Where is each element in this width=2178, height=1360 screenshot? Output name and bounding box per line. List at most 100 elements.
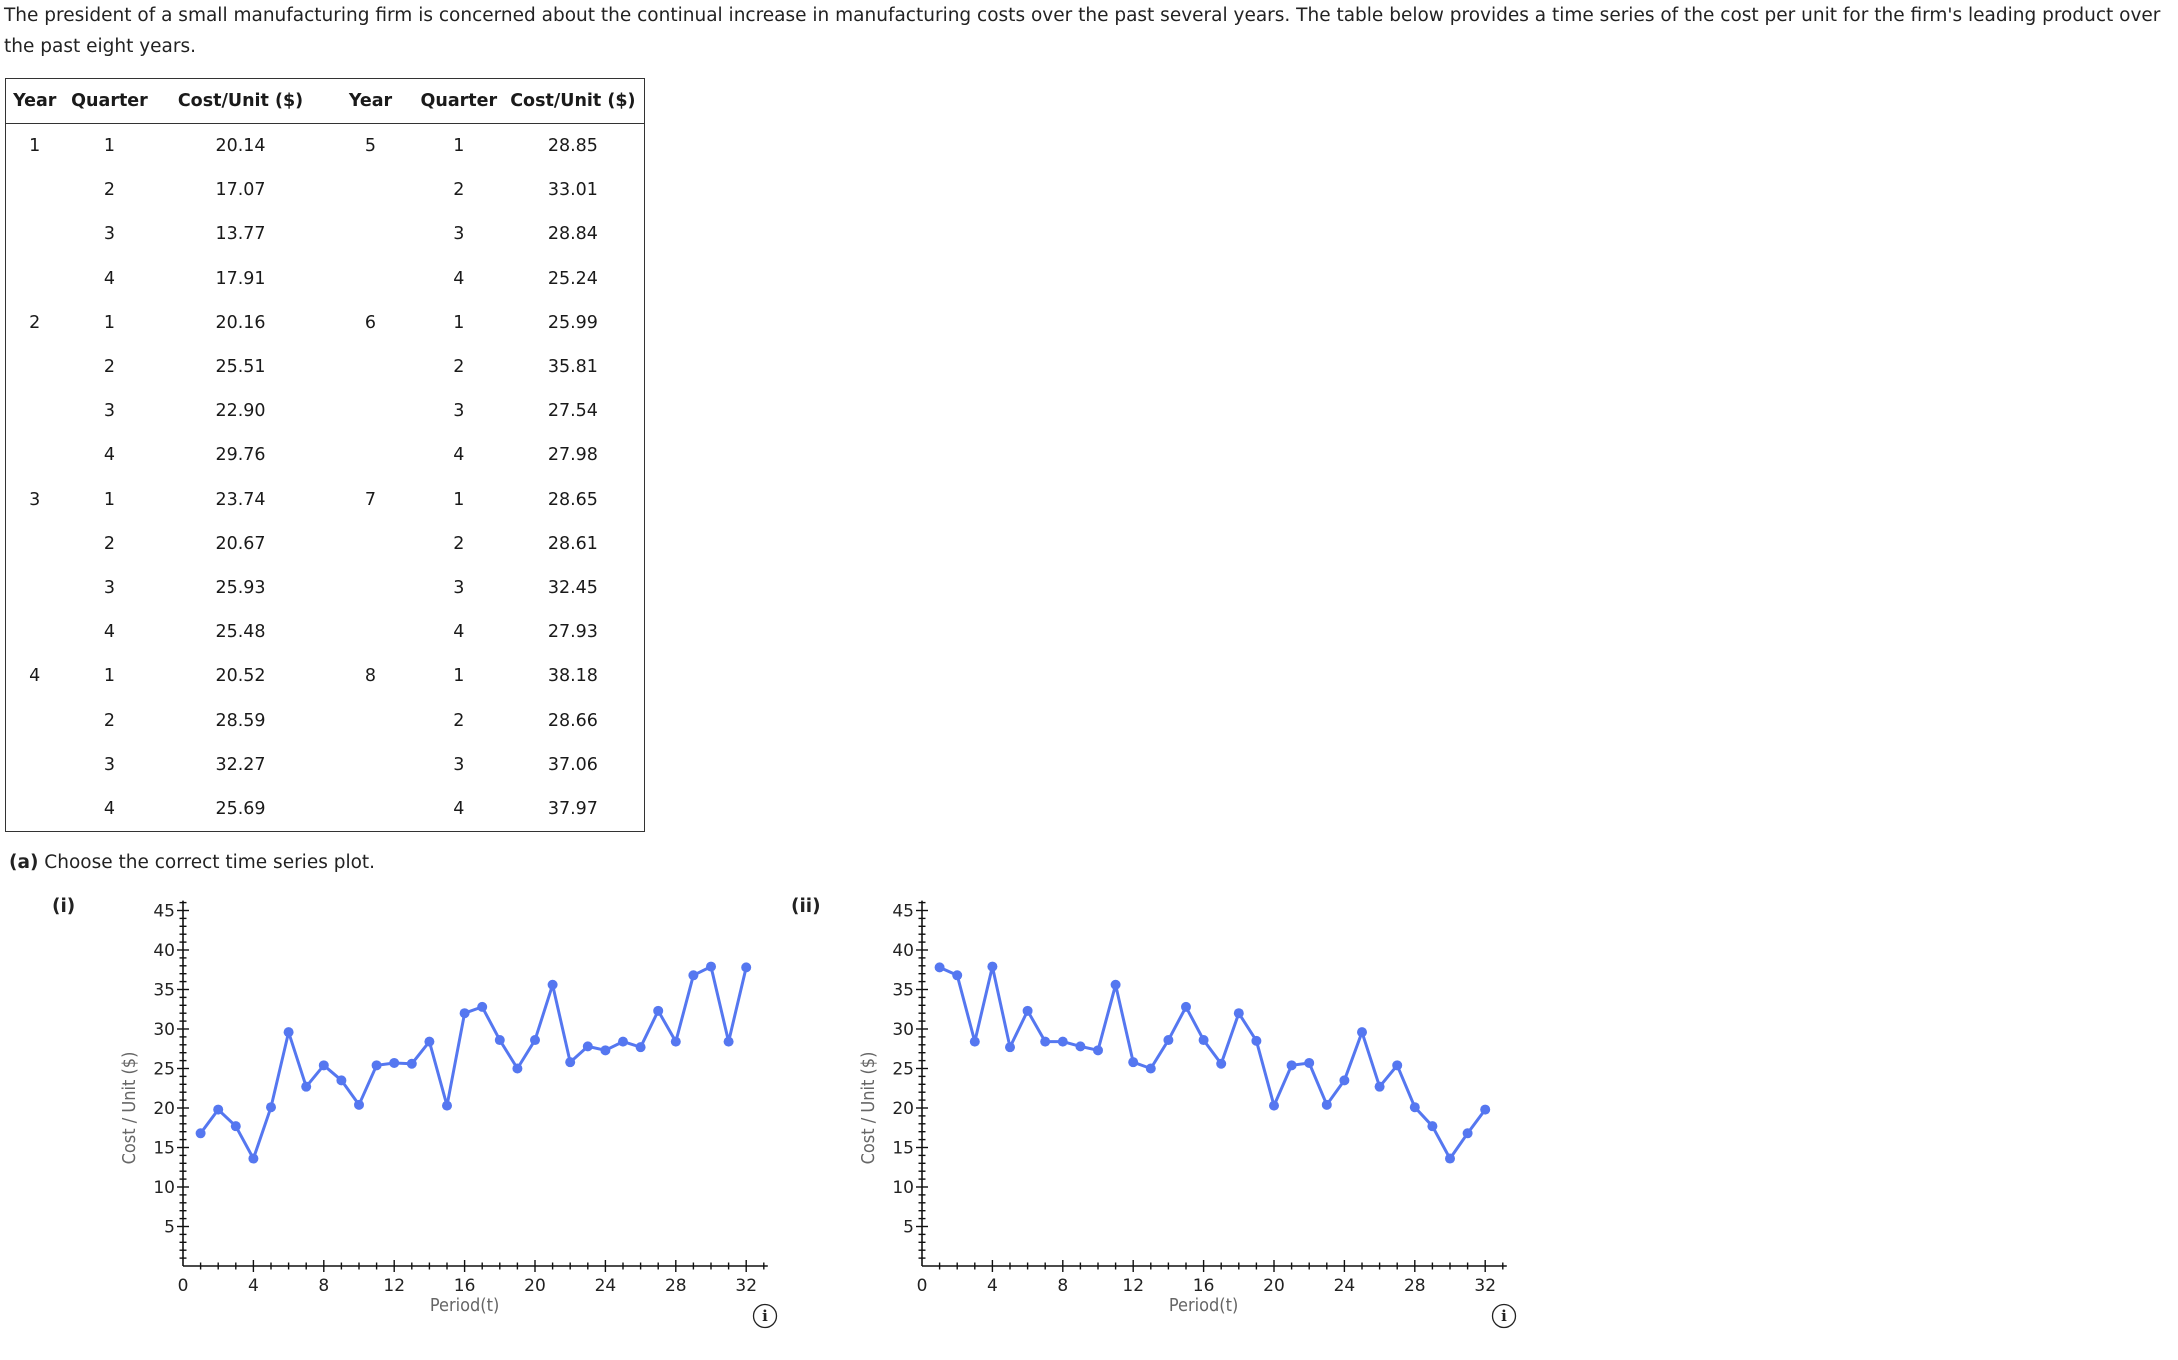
table-row: 4 25.69 4 37.97: [6, 787, 645, 832]
y-tick-label: 15: [892, 1139, 914, 1159]
y-tick-label: 5: [903, 1218, 914, 1238]
cell-quarter: 1: [453, 666, 465, 687]
data-point: [1427, 1121, 1438, 1132]
cell-cost: 20.52: [215, 666, 266, 687]
data-point: [1357, 1027, 1367, 1038]
data-point: [600, 1045, 611, 1056]
cell-quarter: 1: [103, 666, 116, 687]
cell-cost: 27.93: [547, 622, 598, 643]
data-point: [1005, 1042, 1015, 1053]
info-icon[interactable]: i: [1491, 1303, 1517, 1329]
cell-cost: 32.27: [215, 754, 266, 775]
data-point: [635, 1042, 646, 1053]
axes: 0 4 8 12 16 20 24 28 32 5 10 15 20 25 30 35 40 45 Period(t…: [858, 900, 1507, 1316]
cell-year: 3: [29, 489, 41, 510]
cell-cost: 20.16: [215, 312, 266, 333]
question-a: (a) Choose the correct time series plot.: [9, 852, 375, 873]
x-tick-label: 8: [318, 1276, 329, 1296]
data-point: [1145, 1063, 1156, 1074]
data-point: [969, 1036, 980, 1047]
cell-year: 5: [364, 136, 377, 157]
x-tick-label: 12: [383, 1276, 405, 1296]
table-row: 4 1 20.52 8 1 38.18: [6, 654, 645, 698]
cell-cost: 20.14: [215, 136, 266, 157]
data-point: [1181, 1001, 1191, 1012]
data-point: [230, 1121, 241, 1132]
cell-quarter: 4: [103, 445, 116, 466]
table-row: 3 13.77 3 28.84: [6, 212, 645, 256]
data-point: [213, 1104, 224, 1115]
data-point: [1040, 1036, 1051, 1047]
header-year: Year: [5, 78, 64, 124]
cell-cost: 28.65: [547, 489, 598, 510]
cell-cost: 25.24: [547, 268, 598, 289]
cell-year: 4: [29, 666, 41, 687]
cell-quarter: 1: [103, 489, 116, 510]
cell-cost: 28.61: [547, 533, 598, 554]
cell-quarter: 2: [103, 357, 116, 378]
x-tick-label: 8: [1057, 1276, 1068, 1296]
cell-cost: 29.76: [215, 445, 266, 466]
cell-cost: 25.48: [215, 622, 266, 643]
data-point: [1445, 1153, 1455, 1164]
cell-cost: 33.01: [547, 180, 598, 201]
cell-cost: 25.69: [215, 798, 266, 819]
table-row: 3 32.27 3 37.06: [6, 743, 645, 787]
x-tick-label: 20: [1263, 1276, 1285, 1296]
data-point: [301, 1081, 312, 1092]
cell-quarter: 4: [103, 622, 116, 643]
cell-cost: 17.91: [215, 268, 266, 289]
y-tick-label: 20: [153, 1099, 175, 1119]
cell-quarter: 2: [103, 180, 116, 201]
y-tick-label: 25: [892, 1060, 914, 1080]
svg-text:i: i: [762, 1307, 768, 1325]
cell-quarter: 1: [453, 136, 465, 157]
cell-quarter: 1: [103, 136, 116, 157]
data-point: [1374, 1081, 1385, 1092]
data-point: [442, 1100, 452, 1111]
cell-quarter: 3: [103, 401, 116, 422]
y-tick-label: 45: [153, 902, 175, 922]
data-point: [424, 1036, 435, 1047]
x-tick-label: 32: [1474, 1276, 1496, 1296]
x-axis-title: Period(t): [430, 1295, 499, 1316]
info-icon[interactable]: i: [752, 1303, 778, 1329]
data-point: [1110, 979, 1121, 990]
cell-quarter: 4: [453, 622, 465, 643]
y-tick-label: 25: [153, 1060, 175, 1080]
x-tick-label: 4: [987, 1276, 998, 1296]
cell-year: 6: [364, 312, 377, 333]
data-point: [530, 1035, 540, 1046]
table-header-row: Year Quarter Cost/Unit ($) Year Quarter …: [5, 78, 645, 124]
y-tick-label: 20: [892, 1099, 914, 1119]
cell-cost: 23.74: [215, 489, 266, 510]
data-point: [1128, 1057, 1139, 1068]
x-tick-label: 24: [1334, 1276, 1356, 1296]
cell-quarter: 4: [453, 798, 465, 819]
cell-quarter: 3: [103, 224, 116, 245]
cell-quarter: 3: [103, 577, 116, 598]
cell-quarter: 4: [103, 268, 116, 289]
y-tick-label: 40: [153, 941, 175, 961]
y-tick-label: 45: [892, 902, 914, 922]
cell-quarter: 3: [453, 224, 465, 245]
table-row: 3 25.93 3 32.45: [6, 566, 645, 610]
data-point: [1093, 1045, 1103, 1056]
x-tick-label: 16: [454, 1276, 476, 1296]
cell-year: 7: [364, 489, 377, 510]
data-point: [354, 1099, 364, 1110]
cell-quarter: 1: [453, 312, 465, 333]
x-tick-label: 28: [1404, 1276, 1426, 1296]
table-body: 1 1 20.14 5 1 28.85 2 17.07 2 33.01 3 13.77 3 28.84 4 1…: [6, 124, 645, 832]
data-point: [318, 1060, 329, 1071]
x-axis-title: Period(t): [1169, 1295, 1238, 1316]
y-tick-label: 40: [892, 941, 914, 961]
option-ii-label[interactable]: (ii): [791, 896, 821, 917]
option-i-label[interactable]: (i): [52, 896, 76, 917]
data-point: [670, 1036, 681, 1047]
cell-quarter: 2: [453, 533, 465, 554]
data-point: [1163, 1035, 1174, 1046]
table-row: 2 28.59 2 28.66: [6, 698, 645, 742]
